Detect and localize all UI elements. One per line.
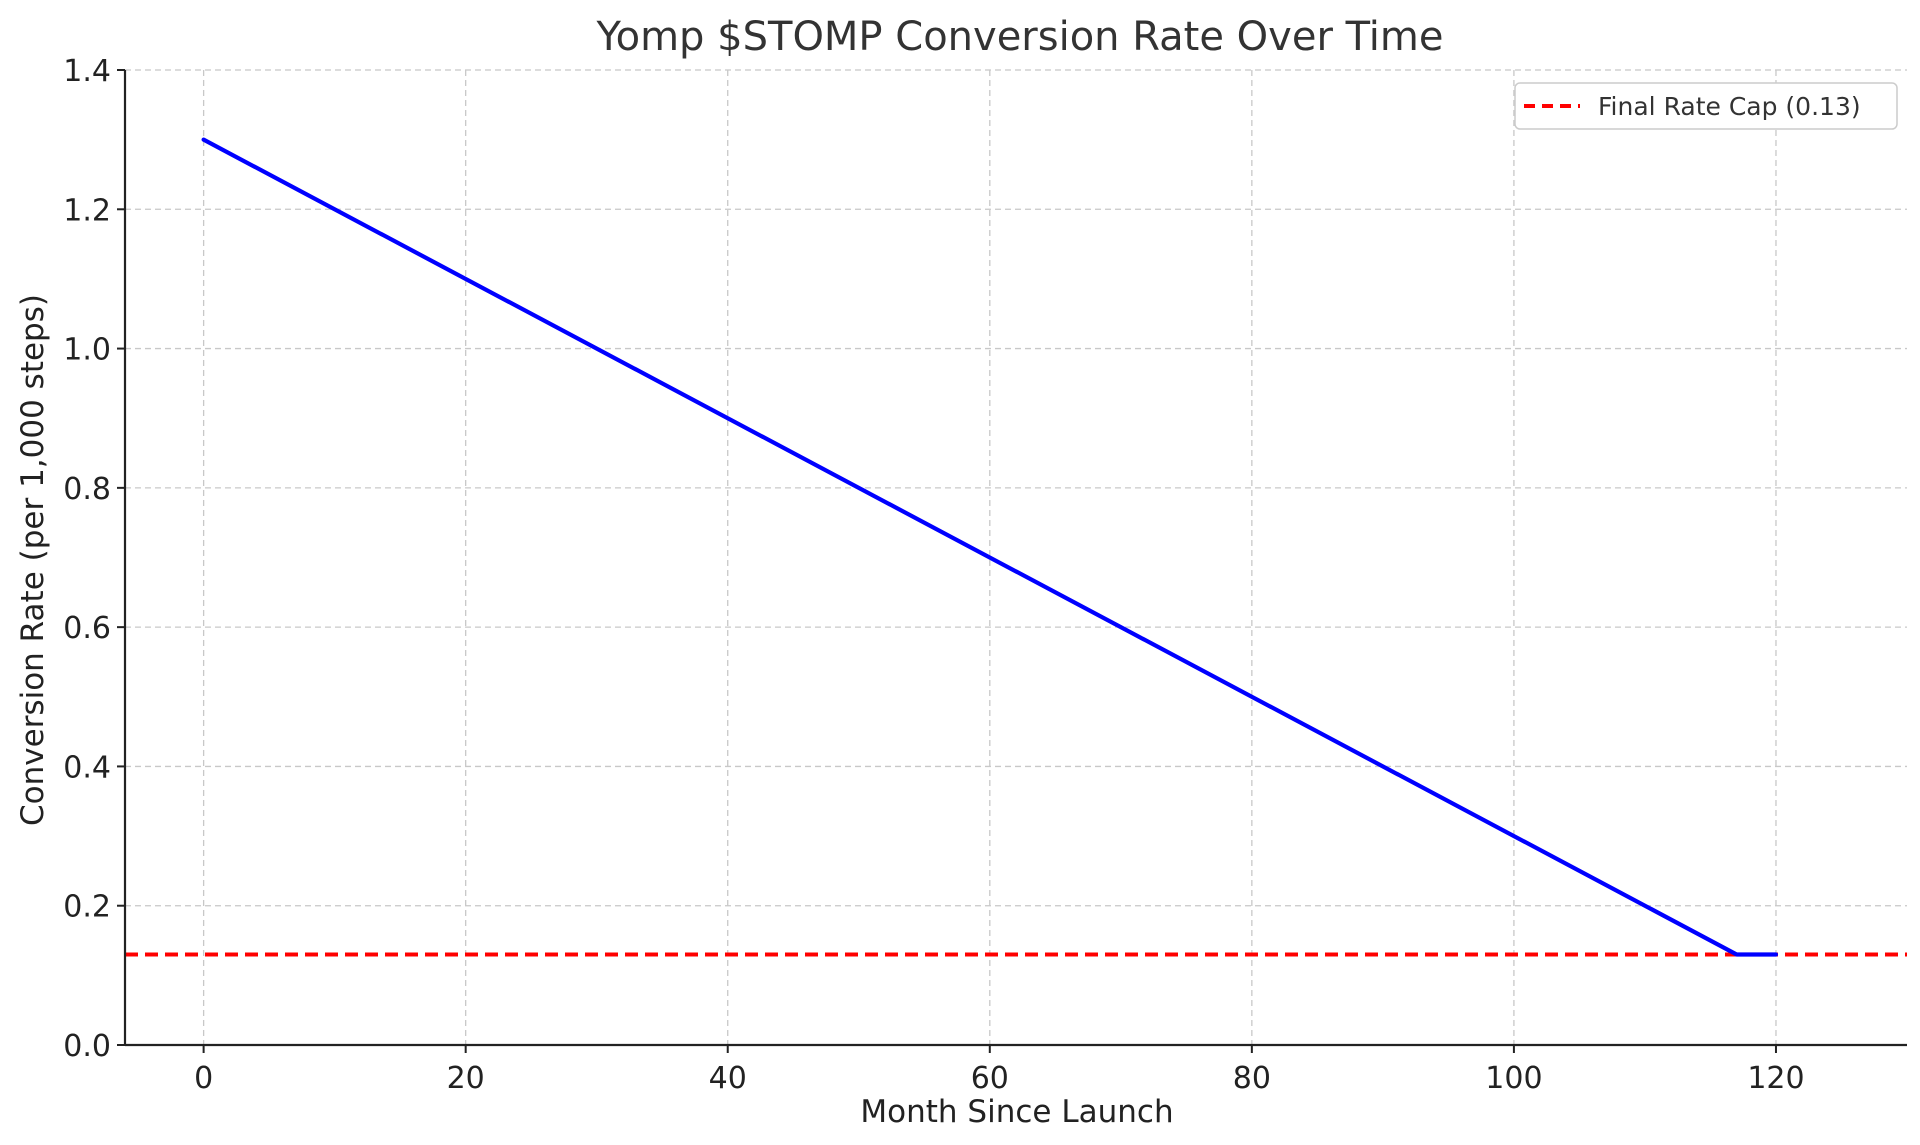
y-tick-label: 0.2 (63, 890, 111, 925)
x-tick-label: 80 (1233, 1061, 1271, 1096)
x-tick-label: 60 (971, 1061, 1009, 1096)
y-tick-label: 1.0 (63, 333, 111, 368)
chart-title: Yomp $STOMP Conversion Rate Over Time (596, 14, 1444, 60)
conversion-rate-line (201, 137, 1779, 957)
x-tick-label: 120 (1747, 1061, 1804, 1096)
y-tick-label: 0.0 (63, 1029, 111, 1064)
x-tick-label: 0 (194, 1061, 213, 1096)
y-axis-label: Conversion Rate (per 1,000 steps) (15, 294, 51, 826)
x-axis-ticks: 0 20 40 60 80 100 120 (194, 1045, 1805, 1096)
legend-box (1514, 82, 1898, 130)
y-tick-label: 0.4 (63, 750, 111, 785)
y-tick-label: 0.8 (63, 472, 111, 507)
y-tick-label: 1.2 (63, 193, 111, 228)
x-axis-label: Month Since Launch (860, 1094, 1173, 1130)
axes (123, 70, 1907, 1047)
legend-label-final-rate-cap: Final Rate Cap (0.13) (1598, 92, 1861, 121)
y-tick-label: 0.6 (63, 611, 111, 646)
y-tick-label: 1.4 (63, 54, 111, 89)
x-tick-label: 40 (709, 1061, 747, 1096)
legend: Final Rate Cap (0.13) (1514, 82, 1898, 130)
y-axis-ticks: 0.0 0.2 0.4 0.6 0.8 1.0 1.2 1.4 (63, 54, 125, 1064)
data-series (201, 137, 1779, 957)
grid-lines (125, 69, 1907, 1045)
x-tick-label: 20 (447, 1061, 485, 1096)
x-tick-label: 100 (1485, 1061, 1542, 1096)
